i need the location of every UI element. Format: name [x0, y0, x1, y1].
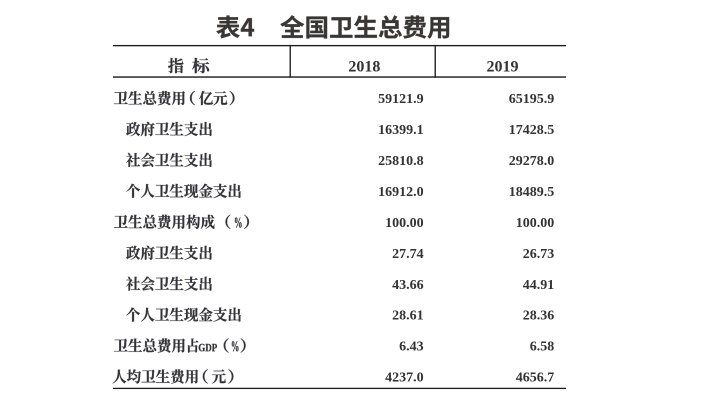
- svg-text:2018: 2018: [348, 58, 380, 75]
- svg-text:16399.1: 16399.1: [378, 123, 424, 138]
- svg-text:4656.7: 4656.7: [516, 371, 555, 386]
- svg-text:18489.5: 18489.5: [509, 185, 555, 200]
- svg-text:100.00: 100.00: [516, 216, 555, 231]
- svg-text:25810.8: 25810.8: [378, 154, 424, 169]
- svg-text:28.61: 28.61: [392, 309, 424, 324]
- svg-text:6.58: 6.58: [530, 340, 555, 355]
- svg-text:44.91: 44.91: [523, 278, 555, 293]
- svg-text:4237.0: 4237.0: [385, 371, 424, 386]
- svg-text:59121.9: 59121.9: [378, 92, 424, 107]
- svg-text:16912.0: 16912.0: [378, 185, 424, 200]
- svg-text:27.74: 27.74: [392, 247, 424, 262]
- svg-text:26.73: 26.73: [523, 247, 555, 262]
- svg-text:43.66: 43.66: [392, 278, 424, 293]
- svg-text:65195.9: 65195.9: [509, 92, 555, 107]
- svg-text:2019: 2019: [487, 58, 519, 75]
- svg-text:6.43: 6.43: [399, 340, 424, 355]
- svg-text:100.00: 100.00: [385, 216, 424, 231]
- svg-text:17428.5: 17428.5: [509, 123, 555, 138]
- svg-text:28.36: 28.36: [523, 309, 555, 324]
- svg-text:29278.0: 29278.0: [509, 154, 555, 169]
